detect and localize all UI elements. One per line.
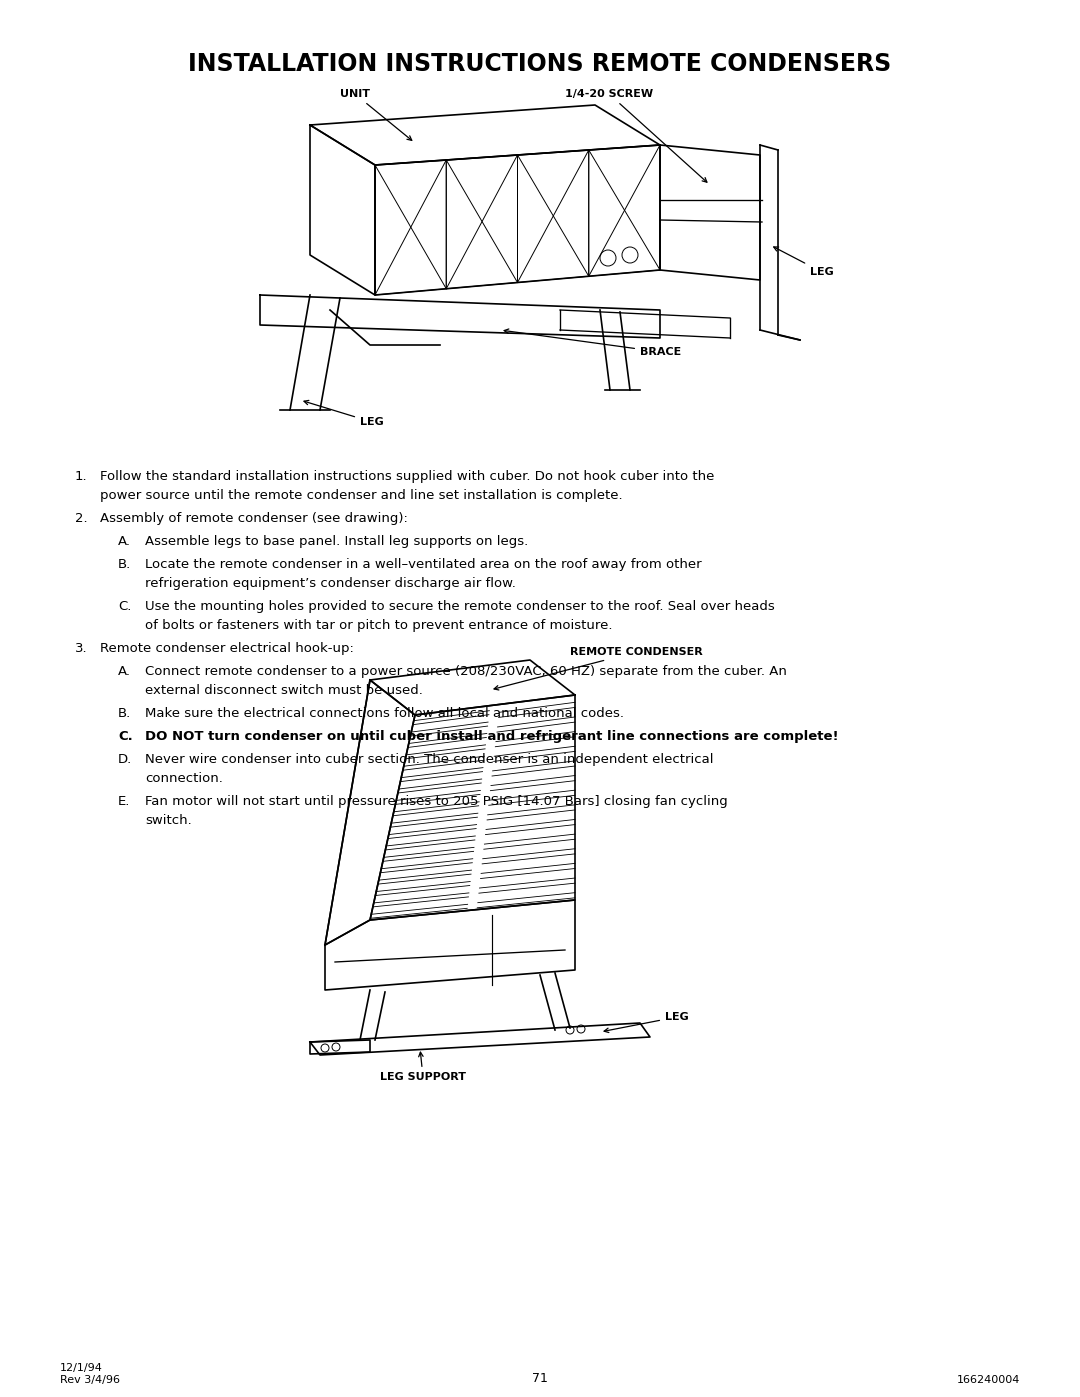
Text: 3.: 3. [75,643,87,655]
Text: 1/4-20 SCREW: 1/4-20 SCREW [565,89,707,182]
Text: A.: A. [118,665,131,678]
Text: switch.: switch. [145,814,192,827]
Text: DO NOT turn condenser on until cuber install and refrigerant line connections ar: DO NOT turn condenser on until cuber ins… [145,731,839,743]
Text: power source until the remote condenser and line set installation is complete.: power source until the remote condenser … [100,489,623,502]
Text: BRACE: BRACE [504,328,681,358]
Text: external disconnect switch must be used.: external disconnect switch must be used. [145,685,423,697]
Text: LEG SUPPORT: LEG SUPPORT [380,1052,465,1083]
Text: Follow the standard installation instructions supplied with cuber. Do not hook c: Follow the standard installation instruc… [100,469,714,483]
Text: Never wire condenser into cuber section. The condenser is an independent electri: Never wire condenser into cuber section.… [145,753,714,766]
Text: LEG: LEG [773,247,834,277]
Text: Locate the remote condenser in a well–ventilated area on the roof away from othe: Locate the remote condenser in a well–ve… [145,557,702,571]
Text: Make sure the electrical connections follow all local and national codes.: Make sure the electrical connections fol… [145,707,624,719]
Text: of bolts or fasteners with tar or pitch to prevent entrance of moisture.: of bolts or fasteners with tar or pitch … [145,619,612,631]
Text: Use the mounting holes provided to secure the remote condenser to the roof. Seal: Use the mounting holes provided to secur… [145,599,774,613]
Text: 1.: 1. [75,469,87,483]
Text: INSTALLATION INSTRUCTIONS REMOTE CONDENSERS: INSTALLATION INSTRUCTIONS REMOTE CONDENS… [188,52,892,75]
Text: Fan motor will not start until pressure rises to 205 PSIG [14.07 Bars] closing f: Fan motor will not start until pressure … [145,795,728,807]
Text: C.: C. [118,731,133,743]
Text: refrigeration equipment’s condenser discharge air flow.: refrigeration equipment’s condenser disc… [145,577,516,590]
Text: connection.: connection. [145,773,222,785]
Text: D.: D. [118,753,132,766]
Text: UNIT: UNIT [340,89,411,140]
Text: 12/1/94
Rev 3/4/96: 12/1/94 Rev 3/4/96 [60,1363,120,1384]
Text: LEG: LEG [604,1011,689,1032]
Text: 166240004: 166240004 [957,1375,1020,1384]
Text: C.: C. [118,599,132,613]
Text: A.: A. [118,535,131,548]
Text: B.: B. [118,557,132,571]
Text: REMOTE CONDENSER: REMOTE CONDENSER [494,647,703,690]
Text: 2.: 2. [75,511,87,525]
Text: Connect remote condenser to a power source (208/230VAC, 60 HZ) separate from the: Connect remote condenser to a power sour… [145,665,787,678]
Text: 71: 71 [532,1372,548,1384]
Text: LEG: LEG [303,401,383,427]
Text: Assembly of remote condenser (see drawing):: Assembly of remote condenser (see drawin… [100,511,408,525]
Text: E.: E. [118,795,131,807]
Text: Remote condenser electrical hook-up:: Remote condenser electrical hook-up: [100,643,354,655]
Text: B.: B. [118,707,132,719]
Text: Assemble legs to base panel. Install leg supports on legs.: Assemble legs to base panel. Install leg… [145,535,528,548]
